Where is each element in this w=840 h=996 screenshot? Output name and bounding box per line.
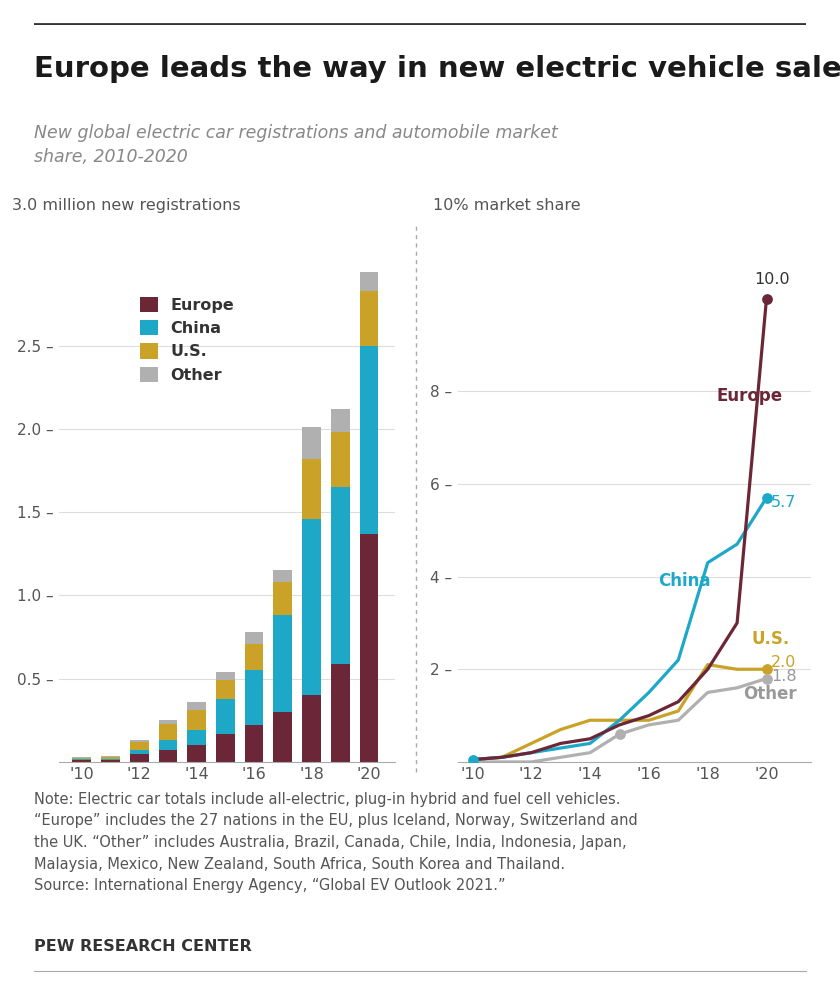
Bar xyxy=(159,740,177,750)
Bar xyxy=(274,616,292,712)
Point xyxy=(760,670,774,686)
Bar xyxy=(360,291,378,346)
Bar xyxy=(130,750,149,754)
Text: 2.0: 2.0 xyxy=(771,655,796,670)
Bar xyxy=(216,672,234,680)
Bar xyxy=(274,582,292,616)
Point xyxy=(760,661,774,677)
Point xyxy=(760,291,774,307)
Bar xyxy=(130,754,149,762)
Bar xyxy=(101,759,120,760)
Text: Europe leads the way in new electric vehicle sales: Europe leads the way in new electric veh… xyxy=(34,55,840,83)
Bar xyxy=(244,670,264,725)
Bar xyxy=(360,346,378,534)
Bar xyxy=(101,760,120,762)
Text: 3.0 million new registrations: 3.0 million new registrations xyxy=(12,198,240,213)
Bar xyxy=(187,745,206,762)
Text: Europe: Europe xyxy=(717,386,783,404)
Bar xyxy=(72,758,91,759)
Text: Other: Other xyxy=(743,685,796,703)
Point xyxy=(466,752,480,768)
Text: New global electric car registrations and automobile market
share, 2010-2020: New global electric car registrations an… xyxy=(34,124,558,166)
Bar xyxy=(331,432,349,487)
Bar xyxy=(302,427,321,459)
Text: 10% market share: 10% market share xyxy=(433,198,580,213)
Bar xyxy=(130,742,149,750)
Bar xyxy=(187,702,206,710)
Bar xyxy=(244,643,264,670)
Bar xyxy=(331,409,349,432)
Bar xyxy=(187,730,206,745)
Bar xyxy=(360,272,378,291)
Bar xyxy=(159,750,177,762)
Point xyxy=(760,490,774,506)
Bar xyxy=(159,724,177,740)
Bar xyxy=(331,487,349,663)
Bar xyxy=(101,757,120,759)
Bar xyxy=(360,534,378,762)
Bar xyxy=(274,571,292,582)
Bar xyxy=(72,759,91,760)
Text: 1.8: 1.8 xyxy=(771,669,796,684)
Text: 5.7: 5.7 xyxy=(771,495,796,510)
Bar xyxy=(244,725,264,762)
Bar xyxy=(302,695,321,762)
Bar xyxy=(274,712,292,762)
Bar xyxy=(159,720,177,724)
Bar xyxy=(72,760,91,762)
Text: China: China xyxy=(658,572,711,590)
Legend: Europe, China, U.S., Other: Europe, China, U.S., Other xyxy=(134,291,241,389)
Bar xyxy=(216,680,234,698)
Text: U.S.: U.S. xyxy=(752,629,790,647)
Bar xyxy=(302,519,321,695)
Bar xyxy=(244,632,264,643)
Text: PEW RESEARCH CENTER: PEW RESEARCH CENTER xyxy=(34,939,251,954)
Bar xyxy=(216,698,234,734)
Bar xyxy=(302,459,321,519)
Bar xyxy=(130,740,149,742)
Bar xyxy=(216,734,234,762)
Text: Note: Electric car totals include all-electric, plug-in hybrid and fuel cell veh: Note: Electric car totals include all-el… xyxy=(34,792,638,893)
Bar xyxy=(331,663,349,762)
Bar xyxy=(187,710,206,730)
Point xyxy=(613,726,627,742)
Text: 10.0: 10.0 xyxy=(755,272,790,287)
